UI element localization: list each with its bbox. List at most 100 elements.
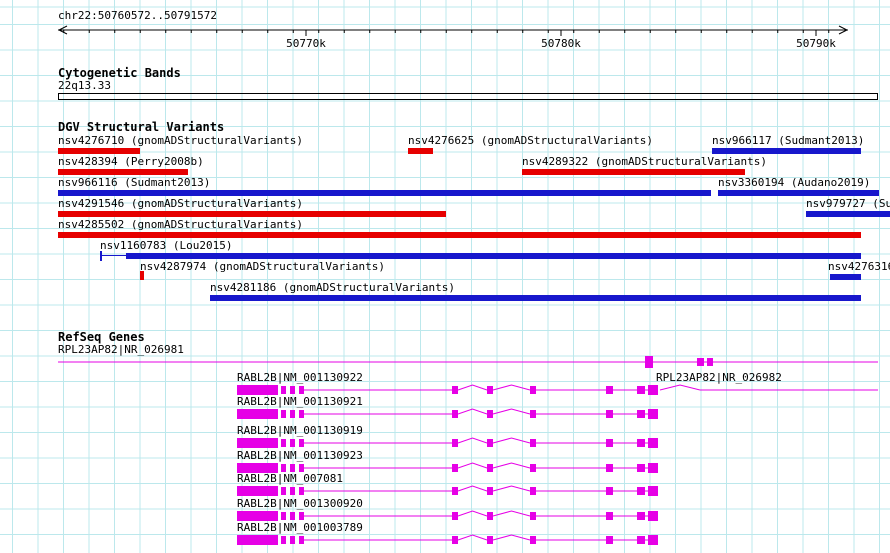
gene-exon[interactable]: [237, 385, 278, 395]
gene-exon[interactable]: [648, 385, 658, 395]
gene-exon[interactable]: [299, 487, 304, 495]
gene-exon[interactable]: [487, 439, 493, 447]
gene-exon[interactable]: [237, 409, 278, 419]
gene-exon[interactable]: [530, 439, 536, 447]
gene-exon[interactable]: [237, 438, 278, 448]
gene-exon[interactable]: [487, 410, 493, 418]
gene-exon[interactable]: [487, 536, 493, 544]
gene-exon[interactable]: [648, 438, 658, 448]
dgv-variant-bar[interactable]: [58, 148, 140, 154]
gene-exon[interactable]: [290, 464, 295, 472]
dgv-variant-bar[interactable]: [408, 148, 433, 154]
gene-exon[interactable]: [487, 512, 493, 520]
gene-exon[interactable]: [606, 512, 613, 520]
gene-exon[interactable]: [648, 535, 658, 545]
gene-exon[interactable]: [637, 386, 645, 394]
dgv-variant-bar[interactable]: [58, 232, 861, 238]
gene-exon[interactable]: [530, 512, 536, 520]
gene-model[interactable]: [659, 384, 878, 391]
gene-exon[interactable]: [299, 410, 304, 418]
gene-exon[interactable]: [290, 439, 295, 447]
gene-exon[interactable]: [237, 511, 278, 521]
dgv-variant-bar[interactable]: [210, 295, 861, 301]
gene-exon[interactable]: [648, 409, 658, 419]
dgv-variant-bar[interactable]: [712, 148, 861, 154]
dgv-variant-bar[interactable]: [830, 274, 861, 280]
gene-exon[interactable]: [281, 439, 286, 447]
gene-exon[interactable]: [606, 386, 613, 394]
gene-exon[interactable]: [487, 386, 493, 394]
gene-exon[interactable]: [299, 386, 304, 394]
gene-exon[interactable]: [645, 356, 653, 368]
gene-exon[interactable]: [452, 386, 458, 394]
gene-exon[interactable]: [606, 487, 613, 495]
gene-exon[interactable]: [290, 487, 295, 495]
gene-exon[interactable]: [637, 512, 645, 520]
gene-model[interactable]: [237, 437, 658, 448]
gene-exon[interactable]: [606, 439, 613, 447]
gene-exon[interactable]: [281, 464, 286, 472]
dgv-variant-bar[interactable]: [522, 169, 745, 175]
gene-exon[interactable]: [299, 439, 304, 447]
gene-intron-hat: [492, 485, 531, 492]
gene-label: RPL23AP82|NR_026981: [58, 343, 184, 356]
gene-exon[interactable]: [237, 535, 278, 545]
gene-exon[interactable]: [237, 463, 278, 473]
gene-exon[interactable]: [487, 487, 493, 495]
gene-model[interactable]: [237, 510, 658, 521]
gene-exon[interactable]: [452, 536, 458, 544]
gene-model[interactable]: [237, 384, 658, 395]
gene-exon[interactable]: [637, 536, 645, 544]
gene-model[interactable]: [58, 356, 878, 368]
dgv-variant-bar[interactable]: [718, 190, 879, 196]
gene-exon[interactable]: [452, 410, 458, 418]
dgv-variant-bar[interactable]: [58, 190, 711, 196]
gene-exon[interactable]: [487, 464, 493, 472]
gene-exon[interactable]: [299, 536, 304, 544]
gene-exon[interactable]: [637, 464, 645, 472]
gene-exon[interactable]: [290, 536, 295, 544]
gene-exon[interactable]: [707, 358, 713, 366]
gene-exon[interactable]: [648, 486, 658, 496]
gene-exon[interactable]: [290, 410, 295, 418]
gene-model[interactable]: [237, 462, 658, 473]
gene-exon[interactable]: [281, 487, 286, 495]
gene-model[interactable]: [237, 408, 658, 419]
gene-model[interactable]: [237, 534, 658, 545]
gene-exon[interactable]: [281, 410, 286, 418]
gene-exon[interactable]: [637, 410, 645, 418]
gene-exon[interactable]: [281, 512, 286, 520]
gene-exon[interactable]: [452, 439, 458, 447]
gene-model[interactable]: [237, 485, 658, 496]
gene-exon[interactable]: [299, 512, 304, 520]
gene-exon[interactable]: [637, 439, 645, 447]
gene-exon[interactable]: [606, 464, 613, 472]
dgv-variant-bar[interactable]: [140, 271, 144, 280]
gene-exon[interactable]: [281, 386, 286, 394]
gene-exon[interactable]: [530, 464, 536, 472]
dgv-variant-bar[interactable]: [806, 211, 890, 217]
dgv-variant-bar[interactable]: [126, 253, 861, 259]
gene-exon[interactable]: [530, 536, 536, 544]
gene-exon[interactable]: [606, 536, 613, 544]
gene-exon[interactable]: [299, 464, 304, 472]
gene-exon[interactable]: [530, 386, 536, 394]
dgv-variant-bar[interactable]: [58, 211, 446, 217]
gene-exon[interactable]: [237, 486, 278, 496]
gene-exon[interactable]: [290, 512, 295, 520]
gene-exon[interactable]: [452, 512, 458, 520]
gene-exon[interactable]: [606, 410, 613, 418]
gene-exon[interactable]: [648, 511, 658, 521]
gene-exon[interactable]: [452, 487, 458, 495]
gene-exon[interactable]: [290, 386, 295, 394]
gene-exon[interactable]: [530, 487, 536, 495]
gene-exon[interactable]: [637, 487, 645, 495]
gene-exon[interactable]: [697, 358, 704, 366]
gene-exon[interactable]: [452, 464, 458, 472]
gene-exon[interactable]: [530, 410, 536, 418]
dgv-variant-bar[interactable]: [58, 169, 188, 175]
track-title-cytogenetic-bands: Cytogenetic Bands: [58, 66, 181, 80]
cytoband-glyph[interactable]: [58, 93, 878, 100]
gene-exon[interactable]: [648, 463, 658, 473]
gene-exon[interactable]: [281, 536, 286, 544]
